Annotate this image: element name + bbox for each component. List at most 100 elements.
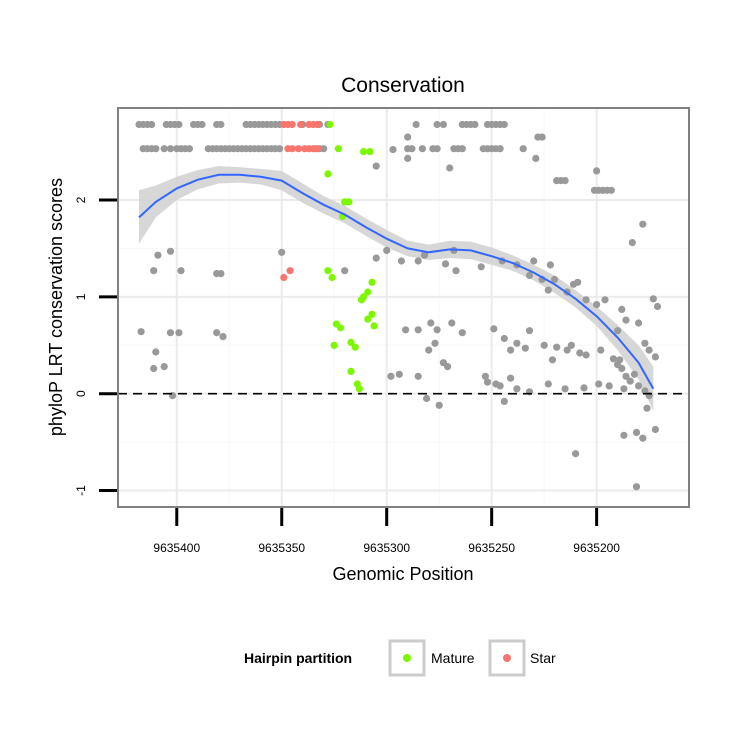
- data-point-other: [160, 145, 168, 153]
- data-point-mature: [324, 170, 332, 178]
- data-point-other: [166, 247, 175, 255]
- smooth-line: [138, 173, 655, 390]
- data-point-other: [427, 319, 435, 327]
- data-point-other: [217, 270, 225, 278]
- legend-title: Hairpin partition: [244, 650, 352, 666]
- data-point-other: [530, 257, 538, 265]
- data-point-other: [653, 302, 662, 311]
- data-point-other: [383, 246, 391, 254]
- data-point-other: [433, 120, 441, 129]
- data-point-mature: [366, 148, 374, 156]
- series-star: [280, 120, 321, 282]
- data-point-mature: [368, 278, 376, 286]
- data-point-star: [288, 120, 296, 129]
- data-point-other: [576, 349, 584, 357]
- data-point-other: [372, 254, 380, 262]
- data-point-other: [500, 120, 508, 129]
- data-point-other: [137, 328, 145, 336]
- data-point-other: [389, 146, 397, 154]
- data-point-other: [635, 382, 643, 390]
- data-point-other: [567, 341, 576, 349]
- data-point-other: [622, 372, 630, 380]
- data-point-other: [481, 372, 489, 380]
- data-point-other: [614, 327, 622, 335]
- data-point-other: [444, 363, 452, 371]
- data-point-other: [431, 339, 439, 347]
- data-point-mature: [326, 120, 334, 129]
- x-tick-label: 9635300: [363, 541, 410, 555]
- x-tick-label: 9635200: [573, 541, 620, 555]
- data-point-other: [166, 145, 175, 153]
- data-point-other: [582, 351, 590, 359]
- data-point-other: [471, 120, 479, 129]
- data-point-other: [572, 450, 580, 458]
- data-point-other: [414, 372, 422, 380]
- legend-label-star: Star: [530, 650, 556, 666]
- data-point-other: [651, 353, 660, 361]
- data-point-other: [160, 363, 168, 371]
- data-point-other: [166, 329, 175, 337]
- data-point-other: [278, 248, 286, 256]
- data-point-other: [513, 385, 521, 393]
- data-point-mature: [328, 273, 336, 282]
- data-point-mature: [324, 267, 332, 275]
- data-point-other: [595, 380, 603, 388]
- data-point-other: [412, 120, 420, 129]
- data-point-other: [641, 339, 649, 347]
- data-point-other: [425, 346, 433, 354]
- data-point-other: [553, 343, 561, 351]
- data-point-other: [152, 145, 160, 153]
- x-axis-label: Genomic Position: [332, 564, 473, 584]
- data-point-other: [632, 428, 641, 436]
- data-point-other: [601, 296, 609, 304]
- data-point-other: [635, 319, 643, 327]
- data-point-other: [433, 145, 441, 153]
- data-point-other: [414, 326, 422, 334]
- data-point-star: [313, 120, 321, 129]
- data-point-other: [622, 316, 630, 324]
- legend: Hairpin partition Mature Star: [244, 639, 556, 677]
- data-point-star: [286, 267, 294, 275]
- data-point-other: [620, 385, 628, 393]
- data-point-other: [496, 145, 504, 153]
- data-point-other: [548, 356, 557, 364]
- data-point-other: [448, 319, 456, 327]
- data-point-other: [219, 333, 227, 341]
- data-point-mature: [355, 385, 363, 393]
- data-point-other: [507, 346, 515, 354]
- data-point-star: [313, 145, 321, 153]
- data-point-other: [519, 145, 527, 153]
- data-point-other: [525, 271, 534, 280]
- data-point-other: [490, 325, 498, 333]
- data-point-other: [414, 257, 422, 265]
- data-point-other: [320, 145, 328, 153]
- data-point-other: [630, 370, 639, 378]
- data-point-other: [643, 404, 651, 412]
- data-point-mature: [351, 343, 359, 351]
- data-point-other: [423, 394, 431, 403]
- data-point-other: [632, 483, 641, 491]
- data-point-other: [408, 145, 416, 153]
- data-point-other: [404, 154, 412, 162]
- data-point-other: [433, 326, 441, 334]
- series-other: [135, 120, 662, 491]
- data-point-other: [402, 326, 410, 334]
- data-point-other: [574, 278, 582, 286]
- data-point-other: [561, 177, 569, 185]
- data-point-other: [525, 327, 534, 335]
- data-point-mature: [364, 288, 372, 296]
- data-point-mature: [334, 145, 342, 153]
- data-point-other: [563, 346, 571, 354]
- data-point-other: [561, 385, 569, 393]
- data-point-other: [641, 387, 649, 395]
- x-tick-label: 9635350: [258, 541, 305, 555]
- data-point-other: [639, 220, 647, 228]
- data-point-other: [452, 267, 460, 275]
- data-point-other: [593, 301, 601, 309]
- y-tick-label: 2: [74, 196, 88, 203]
- data-point-other: [152, 348, 160, 356]
- data-point-other: [150, 267, 158, 275]
- data-point-mature: [347, 367, 355, 375]
- y-axis: -1 0 1 2: [74, 196, 117, 496]
